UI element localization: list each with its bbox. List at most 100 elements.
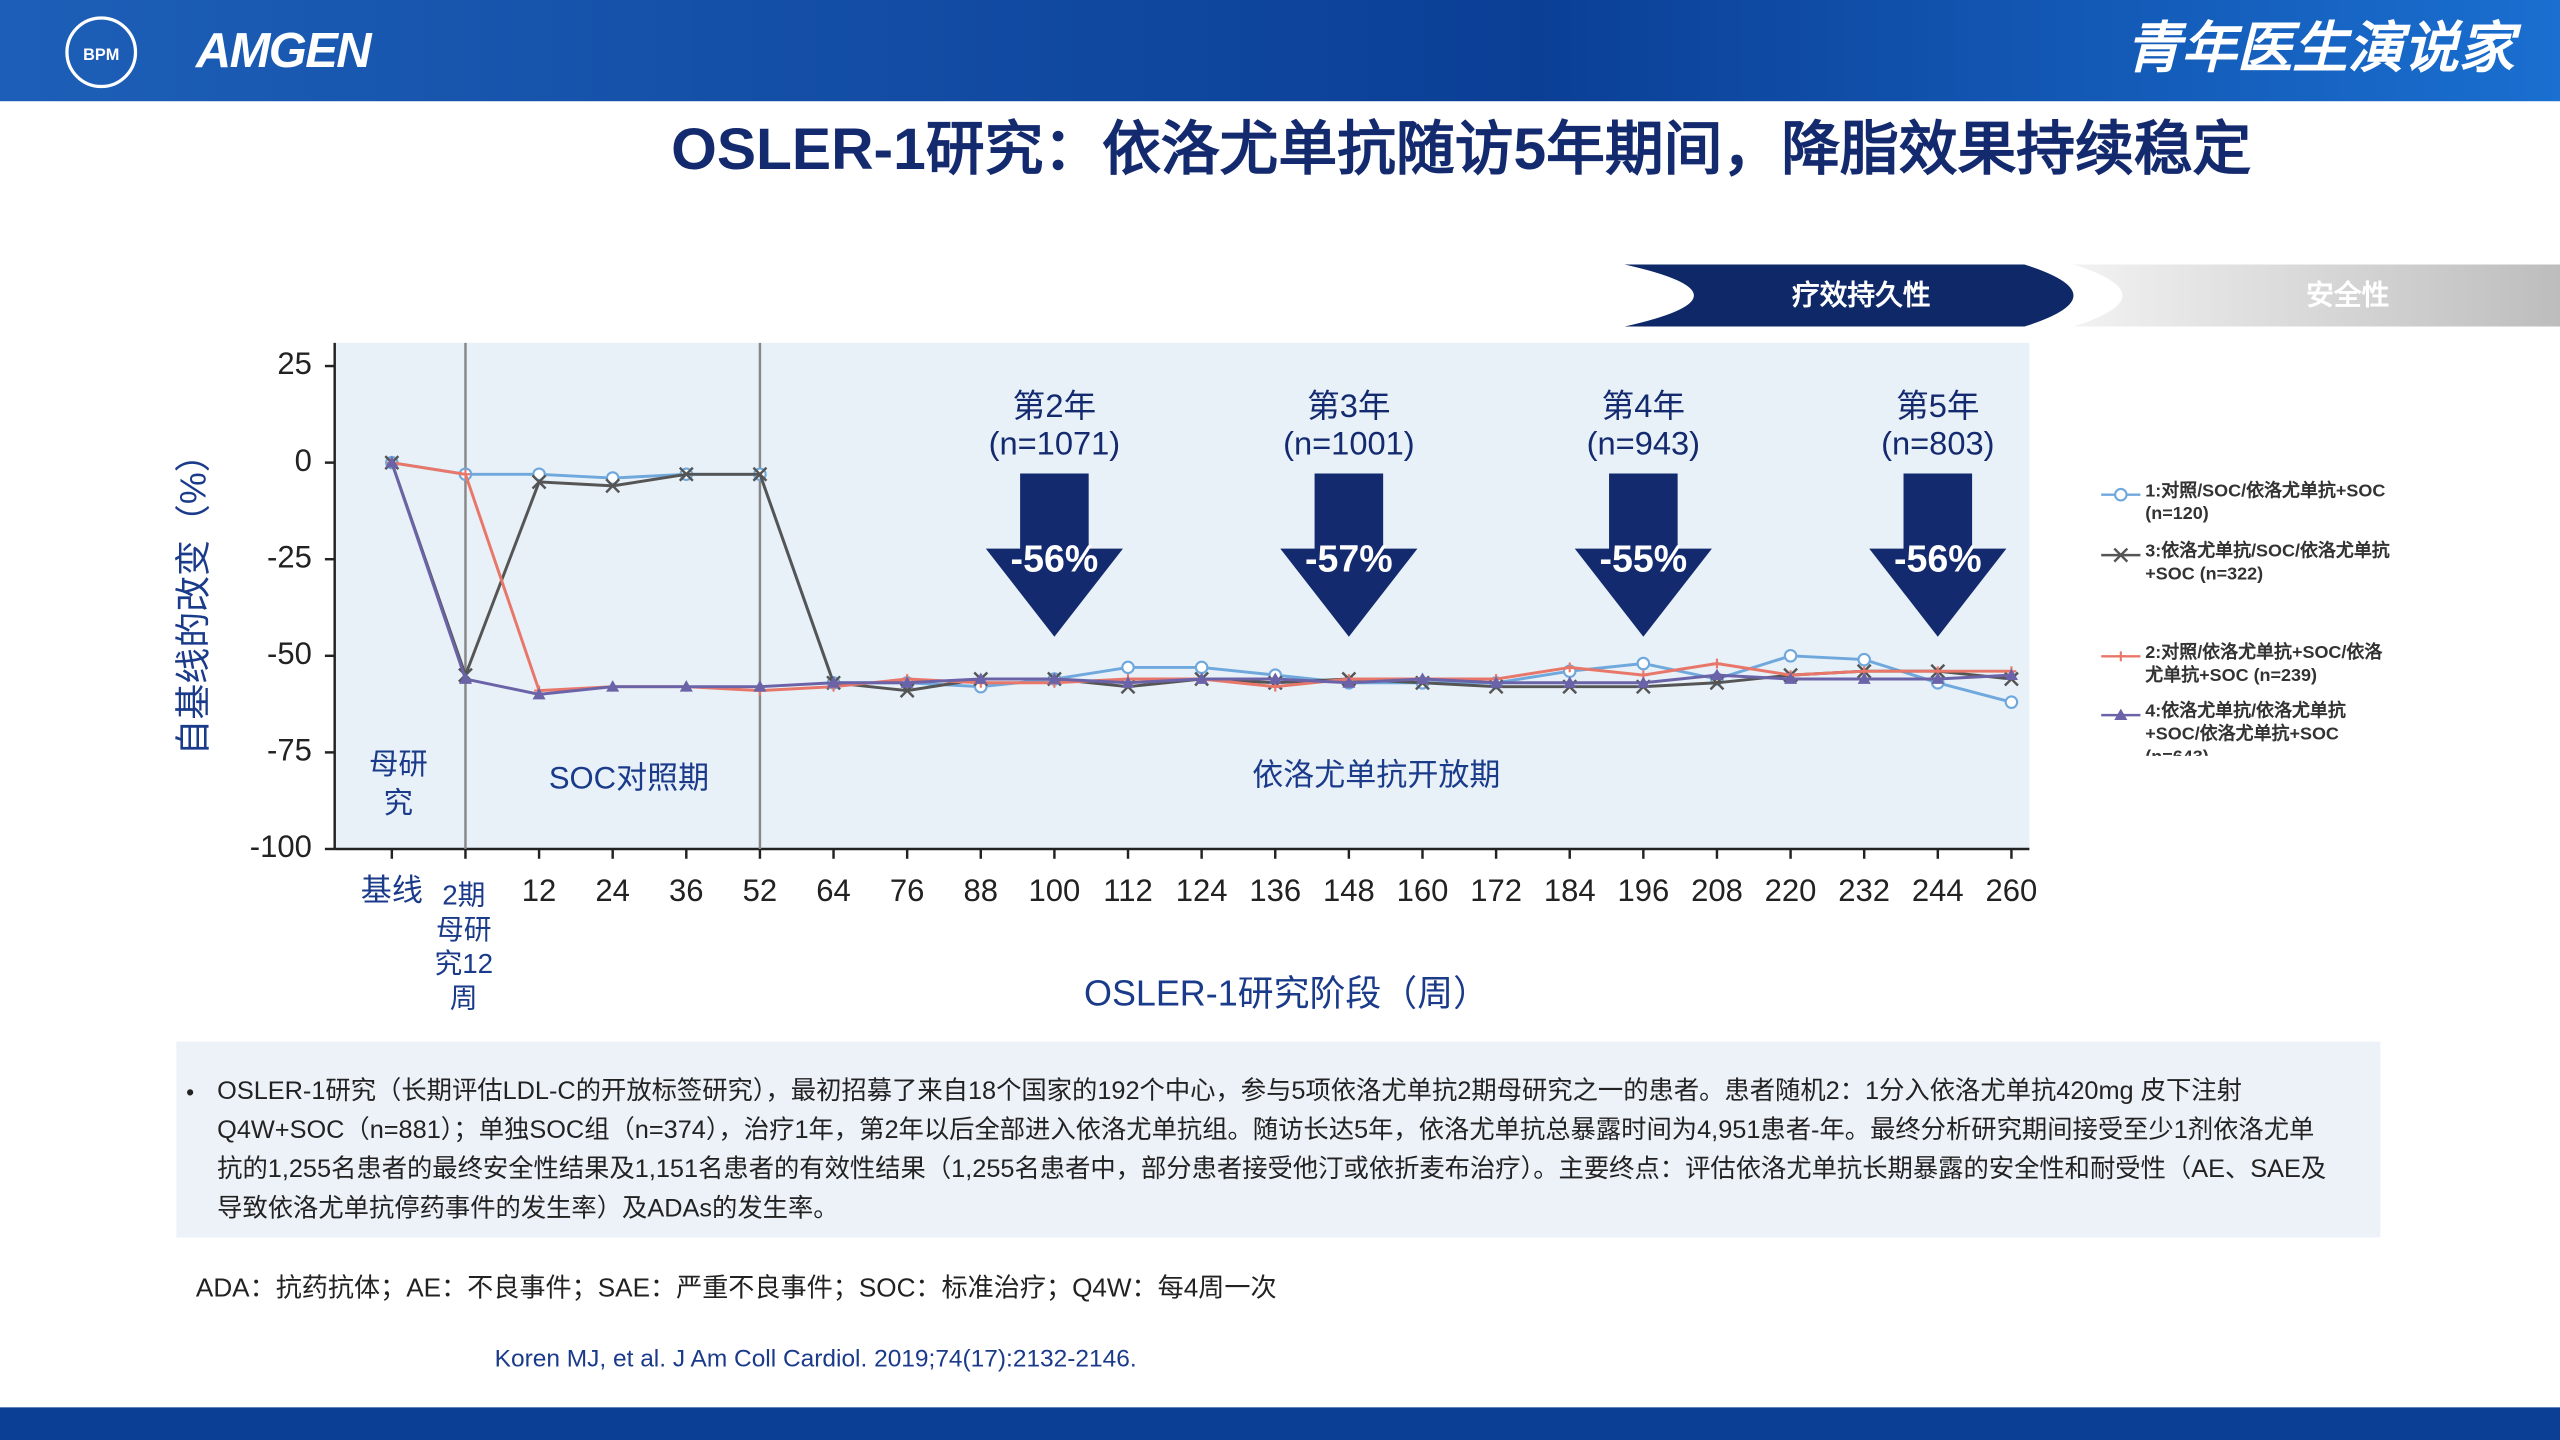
bullet-dot: • <box>186 1079 194 1105</box>
x-tick-label: 196 <box>1617 873 1669 908</box>
y-tick-label: 0 <box>295 443 312 478</box>
marker <box>2114 708 2128 720</box>
x-tick-label: 100 <box>1029 873 1081 908</box>
legend-entry-box: 3:依洛尤单抗/SOC/依洛尤单抗+SOC (n=322) <box>2145 542 2390 585</box>
marker <box>532 467 546 481</box>
marker <box>1415 672 1430 684</box>
annotation-change: -55% <box>1600 538 1688 580</box>
x-tick-label: 52 <box>743 873 778 908</box>
legend-entry-box: 4:依洛尤单抗/依洛尤单抗+SOC/依洛尤单抗+SOC (n=643) <box>2145 702 2346 756</box>
legend-entry: 1:对照/SOC/依洛尤单抗+SOC (n=120) <box>2145 481 2386 525</box>
y-tick-label: -50 <box>267 636 312 671</box>
marker <box>1710 668 1724 681</box>
annotation-change: -57% <box>1305 538 1393 580</box>
annotation-arrow <box>1574 473 1712 637</box>
x-tick-label: 148 <box>1323 873 1375 908</box>
x-tick-label: 36 <box>669 873 704 908</box>
marker <box>2004 695 2019 709</box>
marker <box>900 676 914 688</box>
marker <box>1047 672 1061 684</box>
marker <box>1121 660 1135 675</box>
tab[interactable]: 疗效持久性 <box>1792 279 1931 310</box>
marker <box>753 680 767 692</box>
marker <box>2113 547 2129 563</box>
marker <box>1712 658 1722 669</box>
legend-entry-box: 2:对照/依洛尤单抗+SOC/依洛尤单抗+SOC (n=239) <box>2145 643 2383 686</box>
marker <box>2115 651 2126 662</box>
legend-entry: 3:依洛尤单抗/SOC/依洛尤单抗+SOC (n=322) <box>2145 542 2390 585</box>
marker <box>385 456 399 468</box>
x-tick-label: 88 <box>964 873 998 908</box>
bullet-text-box: OSLER-1研究（长期评估LDL-C的开放标签研究），最初招募了来自18个国家… <box>217 1077 2327 1223</box>
bpm-logo: BPM <box>83 46 119 64</box>
legend-entry-box: 1:对照/SOC/依洛尤单抗+SOC (n=120) <box>2145 481 2386 525</box>
x-tick-label: 124 <box>1176 873 1228 908</box>
marker <box>532 687 546 700</box>
annotation-year: 第5年 <box>1896 387 1979 424</box>
period-label: 母研究 <box>368 747 428 820</box>
x-tick-label: 184 <box>1544 873 1596 908</box>
x-tick-label: 64 <box>816 873 851 908</box>
x-tick-label: 12 <box>522 873 557 908</box>
marker <box>1783 649 1798 663</box>
slide-title: OSLER-1研究：依洛尤单抗随访5年期间，降脂效果持续稳定 <box>671 117 2251 182</box>
y-tick-label: -75 <box>267 733 312 768</box>
annotation-arrow <box>985 473 1123 637</box>
bullet-text: OSLER-1研究（长期评估LDL-C的开放标签研究），最初招募了来自18个国家… <box>217 1077 2327 1223</box>
x-tick-label: 220 <box>1765 873 1817 908</box>
x-tick-label: 172 <box>1470 873 1522 908</box>
marker <box>531 474 547 490</box>
marker <box>605 471 620 485</box>
annotation-year: 第2年 <box>1013 387 1096 424</box>
bpm-logo-ring <box>65 16 138 89</box>
marker <box>1563 676 1577 688</box>
marker <box>678 466 694 482</box>
legend-entry: 2:对照/依洛尤单抗+SOC/依洛尤单抗+SOC (n=239) <box>2145 643 2383 686</box>
annotation-n: (n=943) <box>1587 424 1700 461</box>
tab[interactable]: 安全性 <box>2306 279 2389 310</box>
annotation-year: 第3年 <box>1307 387 1390 424</box>
x-tick-label-box: 2期母研究12周 <box>434 880 494 1014</box>
period-label: SOC对照期 <box>549 761 709 796</box>
marker <box>1121 676 1135 688</box>
y-tick-label: -25 <box>267 539 312 574</box>
marker <box>1194 660 1209 675</box>
marker <box>2114 487 2128 502</box>
x-tick-label: 208 <box>1691 873 1743 908</box>
marker <box>1489 676 1503 688</box>
y-axis-label: 自基线的改变（%） <box>172 436 213 755</box>
x-tick-label: 2期母研究12周 <box>434 880 494 1014</box>
x-tick-label: 244 <box>1912 873 1964 908</box>
marker <box>752 466 768 482</box>
marker <box>1857 652 1871 667</box>
annotation-n: (n=1071) <box>989 424 1121 461</box>
annotation-n: (n=803) <box>1881 424 1994 461</box>
marker <box>1857 672 1871 684</box>
marker <box>458 672 472 684</box>
annotation-arrow <box>1869 473 2007 637</box>
x-tick-label: 基线 <box>361 873 423 908</box>
x-axis-label: OSLER-1研究阶段（周） <box>1084 972 1489 1013</box>
legend-entry: 4:依洛尤单抗/依洛尤单抗+SOC/依洛尤单抗+SOC (n=643) <box>2145 702 2346 756</box>
annotation-n: (n=1001) <box>1283 424 1415 461</box>
period-label: 依洛尤单抗开放期 <box>1252 757 1500 792</box>
x-tick-label: 112 <box>1103 873 1152 908</box>
marker <box>606 680 620 692</box>
y-tick-label: 25 <box>277 346 311 381</box>
period-label-box: 母研究 <box>368 747 428 820</box>
marker <box>1564 662 1575 673</box>
header-bar <box>0 0 2560 102</box>
footer-bar <box>0 1407 2560 1440</box>
x-tick-label: 260 <box>1986 873 2038 908</box>
marker <box>679 680 693 692</box>
notes-box <box>176 1041 2381 1238</box>
tab-shape <box>2073 264 2560 327</box>
marker <box>1784 672 1798 684</box>
marker <box>1636 656 1651 671</box>
x-tick-label: 232 <box>1838 873 1890 908</box>
marker <box>2004 668 2018 681</box>
plot-background <box>334 342 2030 849</box>
brand-logo: 青年医生演说家 <box>2126 17 2522 79</box>
